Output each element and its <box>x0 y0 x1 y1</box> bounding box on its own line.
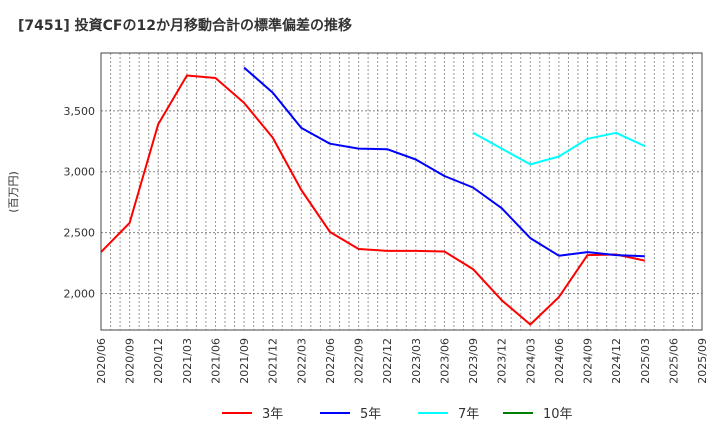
y-axis: 2,000 2,500 3,000 3,500 <box>64 105 96 301</box>
x-tick-label: 2021/09 <box>238 338 251 384</box>
series-group <box>100 66 646 326</box>
legend-label: 7年 <box>458 407 479 422</box>
x-tick-label: 2025/09 <box>696 338 709 384</box>
grid <box>101 53 702 330</box>
y-axis-label: (百万円) <box>7 171 20 213</box>
x-tick-label: 2020/06 <box>95 338 108 384</box>
x-tick-label: 2022/03 <box>295 338 308 384</box>
y-tick-label: 2,500 <box>64 227 96 240</box>
x-tick-label: 2023/09 <box>467 338 480 384</box>
series-line-5年 <box>243 66 645 258</box>
series-line-7年 <box>472 131 646 166</box>
x-tick-label: 2023/06 <box>438 338 451 384</box>
legend: 3年 5年 7年 10年 <box>222 407 573 422</box>
legend-label: 5年 <box>360 407 381 422</box>
legend-label: 3年 <box>262 407 283 422</box>
x-tick-label: 2022/06 <box>324 338 337 384</box>
x-tick-label: 2023/12 <box>496 338 509 384</box>
x-tick-label: 2024/06 <box>553 338 566 384</box>
y-tick-label: 3,000 <box>64 166 96 179</box>
legend-label: 10年 <box>543 407 573 422</box>
y-tick-label: 3,500 <box>64 105 96 118</box>
x-tick-label: 2021/06 <box>209 338 222 384</box>
x-tick-label: 2024/09 <box>582 338 595 384</box>
x-tick-label: 2021/03 <box>181 338 194 384</box>
x-tick-label: 2025/06 <box>667 338 680 384</box>
x-tick-label: 2024/12 <box>610 338 623 384</box>
x-tick-label: 2024/03 <box>524 338 537 384</box>
chart-title: [7451] 投資CFの12か月移動合計の標準偏差の推移 <box>18 17 352 34</box>
x-tick-label: 2025/03 <box>639 338 652 384</box>
x-tick-label: 2020/09 <box>124 338 137 384</box>
x-tick-label: 2020/12 <box>152 338 165 384</box>
plot-frame <box>100 52 703 331</box>
series-line-3年 <box>100 74 646 326</box>
x-tick-label: 2023/03 <box>410 338 423 384</box>
x-tick-label: 2022/09 <box>353 338 366 384</box>
x-tick-label: 2022/12 <box>381 338 394 384</box>
y-tick-label: 2,000 <box>64 287 96 300</box>
x-tick-label: 2021/12 <box>267 338 280 384</box>
x-axis: 2020/06 2020/09 2020/12 2021/03 2021/06 2021/… <box>95 338 709 384</box>
